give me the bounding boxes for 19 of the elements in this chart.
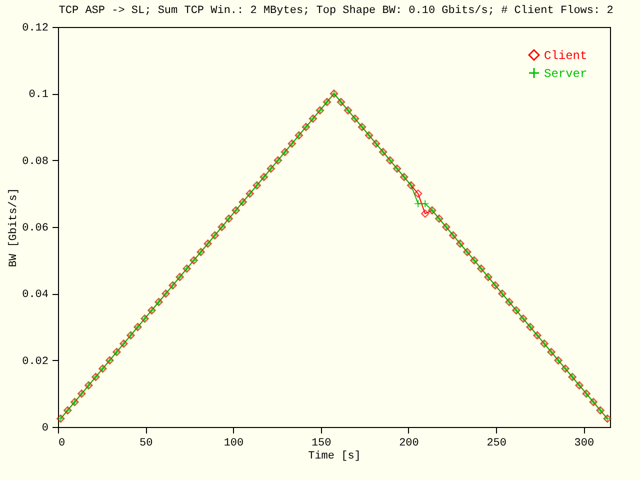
y-tick-label: 0.04	[22, 289, 49, 302]
x-tick-label: 300	[574, 438, 594, 450]
x-tick-label: 50	[140, 438, 153, 450]
x-tick-label: 100	[224, 438, 244, 450]
x-tick-label: 250	[486, 438, 506, 450]
y-tick-label: 0.02	[22, 356, 48, 368]
y-tick-label: 0	[42, 422, 48, 434]
legend-label: Server	[544, 67, 588, 81]
x-axis-title: Time [s]	[308, 450, 361, 462]
y-tick-label: 0.06	[22, 222, 48, 234]
x-tick-label: 200	[399, 438, 419, 450]
y-tick-label: 0.08	[22, 156, 48, 168]
y-axis-title: BW [Gbits/s]	[8, 188, 20, 268]
y-tick-label: 0.1	[28, 89, 49, 102]
chart-title: TCP ASP -> SL; Sum TCP Win.: 2 MBytes; Top Shape BW: 0.10 Gbits/s; # Client Flows: 2	[58, 5, 614, 17]
x-tick-label: 150	[311, 438, 332, 450]
x-tick-label: 0	[58, 438, 66, 450]
y-tick-label: 0.12	[22, 22, 48, 34]
legend-label: Client	[544, 49, 588, 63]
